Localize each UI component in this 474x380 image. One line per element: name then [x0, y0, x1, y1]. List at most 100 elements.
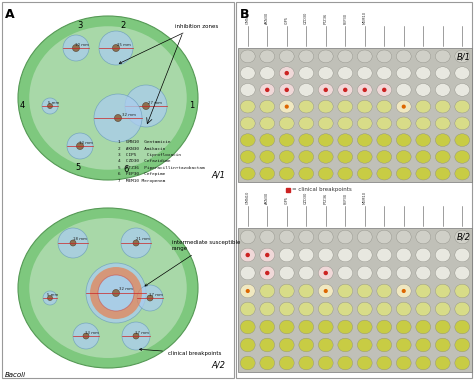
Circle shape: [112, 44, 119, 52]
Ellipse shape: [260, 266, 274, 280]
Ellipse shape: [357, 84, 372, 96]
Ellipse shape: [455, 117, 470, 130]
Ellipse shape: [319, 338, 333, 352]
Ellipse shape: [319, 320, 333, 334]
Text: inhibition zones: inhibition zones: [119, 24, 218, 63]
Circle shape: [284, 71, 289, 75]
Ellipse shape: [377, 134, 392, 147]
Text: MEM10: MEM10: [363, 191, 367, 204]
Ellipse shape: [416, 100, 431, 113]
Ellipse shape: [396, 356, 411, 370]
Ellipse shape: [396, 320, 411, 334]
Ellipse shape: [279, 167, 294, 180]
Text: 5  PTZ36  Piperacillin+tazobactam: 5 PTZ36 Piperacillin+tazobactam: [118, 166, 205, 170]
Text: CZD30: CZD30: [304, 192, 308, 204]
Ellipse shape: [279, 100, 294, 113]
Ellipse shape: [279, 338, 294, 352]
Ellipse shape: [396, 117, 411, 130]
Circle shape: [133, 240, 139, 246]
Circle shape: [265, 253, 270, 257]
Ellipse shape: [260, 230, 274, 244]
Ellipse shape: [416, 167, 431, 180]
Ellipse shape: [338, 117, 353, 130]
Text: 6: 6: [123, 166, 128, 174]
Circle shape: [83, 333, 89, 339]
Ellipse shape: [435, 338, 450, 352]
Ellipse shape: [338, 356, 353, 370]
Ellipse shape: [416, 50, 431, 63]
Ellipse shape: [396, 150, 411, 163]
Ellipse shape: [240, 150, 255, 163]
Ellipse shape: [279, 266, 294, 280]
Ellipse shape: [435, 167, 450, 180]
Ellipse shape: [396, 284, 411, 298]
Ellipse shape: [396, 84, 411, 96]
Ellipse shape: [299, 84, 314, 96]
Ellipse shape: [279, 50, 294, 63]
Circle shape: [401, 289, 406, 293]
Circle shape: [76, 142, 83, 149]
Ellipse shape: [396, 100, 411, 113]
Circle shape: [86, 263, 146, 323]
Ellipse shape: [435, 84, 450, 96]
Ellipse shape: [377, 67, 392, 79]
Ellipse shape: [338, 100, 353, 113]
Ellipse shape: [319, 302, 333, 316]
Ellipse shape: [260, 356, 274, 370]
Text: 32 mm: 32 mm: [122, 112, 136, 117]
Ellipse shape: [260, 284, 274, 298]
Ellipse shape: [319, 230, 333, 244]
Ellipse shape: [279, 67, 294, 79]
Ellipse shape: [357, 50, 372, 63]
Ellipse shape: [357, 302, 372, 316]
Ellipse shape: [435, 150, 450, 163]
Ellipse shape: [319, 50, 333, 63]
Ellipse shape: [455, 67, 470, 79]
Circle shape: [147, 295, 153, 301]
Ellipse shape: [319, 117, 333, 130]
Ellipse shape: [435, 320, 450, 334]
Ellipse shape: [357, 230, 372, 244]
Ellipse shape: [319, 356, 333, 370]
Ellipse shape: [279, 150, 294, 163]
Circle shape: [246, 289, 250, 293]
Ellipse shape: [319, 134, 333, 147]
Ellipse shape: [299, 302, 314, 316]
Circle shape: [67, 133, 93, 159]
Ellipse shape: [455, 150, 470, 163]
Ellipse shape: [357, 320, 372, 334]
Circle shape: [42, 98, 58, 114]
Circle shape: [98, 275, 134, 311]
Ellipse shape: [18, 208, 198, 368]
Text: = clinical breakpoints: = clinical breakpoints: [292, 187, 352, 193]
Ellipse shape: [357, 100, 372, 113]
Ellipse shape: [319, 167, 333, 180]
Ellipse shape: [240, 100, 255, 113]
Ellipse shape: [338, 248, 353, 262]
Text: 5 mm: 5 mm: [48, 100, 59, 105]
Ellipse shape: [319, 67, 333, 79]
Text: A/2: A/2: [211, 361, 225, 370]
Ellipse shape: [435, 67, 450, 79]
Circle shape: [324, 88, 328, 92]
Circle shape: [47, 103, 53, 109]
Ellipse shape: [299, 320, 314, 334]
Ellipse shape: [29, 218, 187, 358]
Ellipse shape: [416, 266, 431, 280]
Ellipse shape: [455, 100, 470, 113]
Circle shape: [43, 291, 57, 305]
Circle shape: [63, 35, 89, 61]
Text: PTZ36: PTZ36: [324, 13, 328, 24]
Ellipse shape: [338, 230, 353, 244]
Ellipse shape: [396, 248, 411, 262]
Ellipse shape: [299, 134, 314, 147]
Circle shape: [401, 105, 406, 109]
Ellipse shape: [416, 134, 431, 147]
Ellipse shape: [377, 248, 392, 262]
Ellipse shape: [377, 117, 392, 130]
Ellipse shape: [240, 338, 255, 352]
Ellipse shape: [416, 338, 431, 352]
Ellipse shape: [435, 117, 450, 130]
Text: 1  GMN10  Gentamicin: 1 GMN10 Gentamicin: [118, 140, 171, 144]
Text: A/1: A/1: [211, 171, 225, 180]
